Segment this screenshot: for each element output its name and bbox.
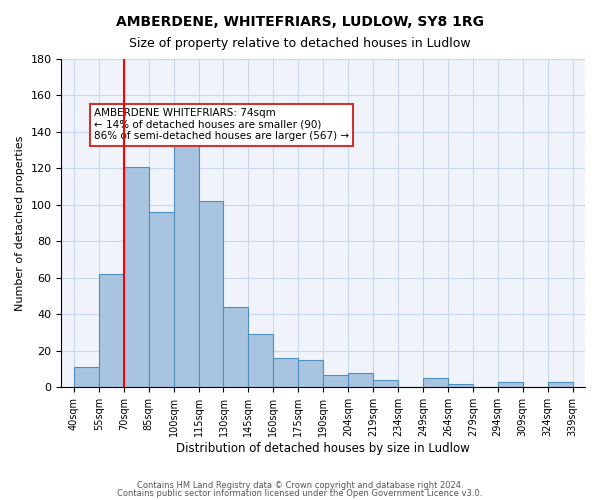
Bar: [423, 378, 448, 388]
Bar: [74, 368, 99, 388]
Bar: [223, 307, 248, 388]
Text: AMBERDENE, WHITEFRIARS, LUDLOW, SY8 1RG: AMBERDENE, WHITEFRIARS, LUDLOW, SY8 1RG: [116, 15, 484, 29]
Bar: [99, 274, 124, 388]
Text: Size of property relative to detached houses in Ludlow: Size of property relative to detached ho…: [129, 38, 471, 51]
Bar: [498, 382, 523, 388]
Bar: [323, 374, 348, 388]
X-axis label: Distribution of detached houses by size in Ludlow: Distribution of detached houses by size …: [176, 442, 470, 455]
Text: AMBERDENE WHITEFRIARS: 74sqm
← 14% of detached houses are smaller (90)
86% of se: AMBERDENE WHITEFRIARS: 74sqm ← 14% of de…: [94, 108, 349, 142]
Bar: [373, 380, 398, 388]
Bar: [298, 360, 323, 388]
Bar: [199, 202, 223, 388]
Text: Contains public sector information licensed under the Open Government Licence v3: Contains public sector information licen…: [118, 488, 482, 498]
Bar: [548, 382, 572, 388]
Bar: [448, 384, 473, 388]
Bar: [274, 358, 298, 388]
Text: Contains HM Land Registry data © Crown copyright and database right 2024.: Contains HM Land Registry data © Crown c…: [137, 481, 463, 490]
Bar: [348, 373, 373, 388]
Y-axis label: Number of detached properties: Number of detached properties: [15, 136, 25, 311]
Bar: [173, 143, 199, 388]
Bar: [248, 334, 274, 388]
Bar: [149, 212, 173, 388]
Bar: [124, 166, 149, 388]
